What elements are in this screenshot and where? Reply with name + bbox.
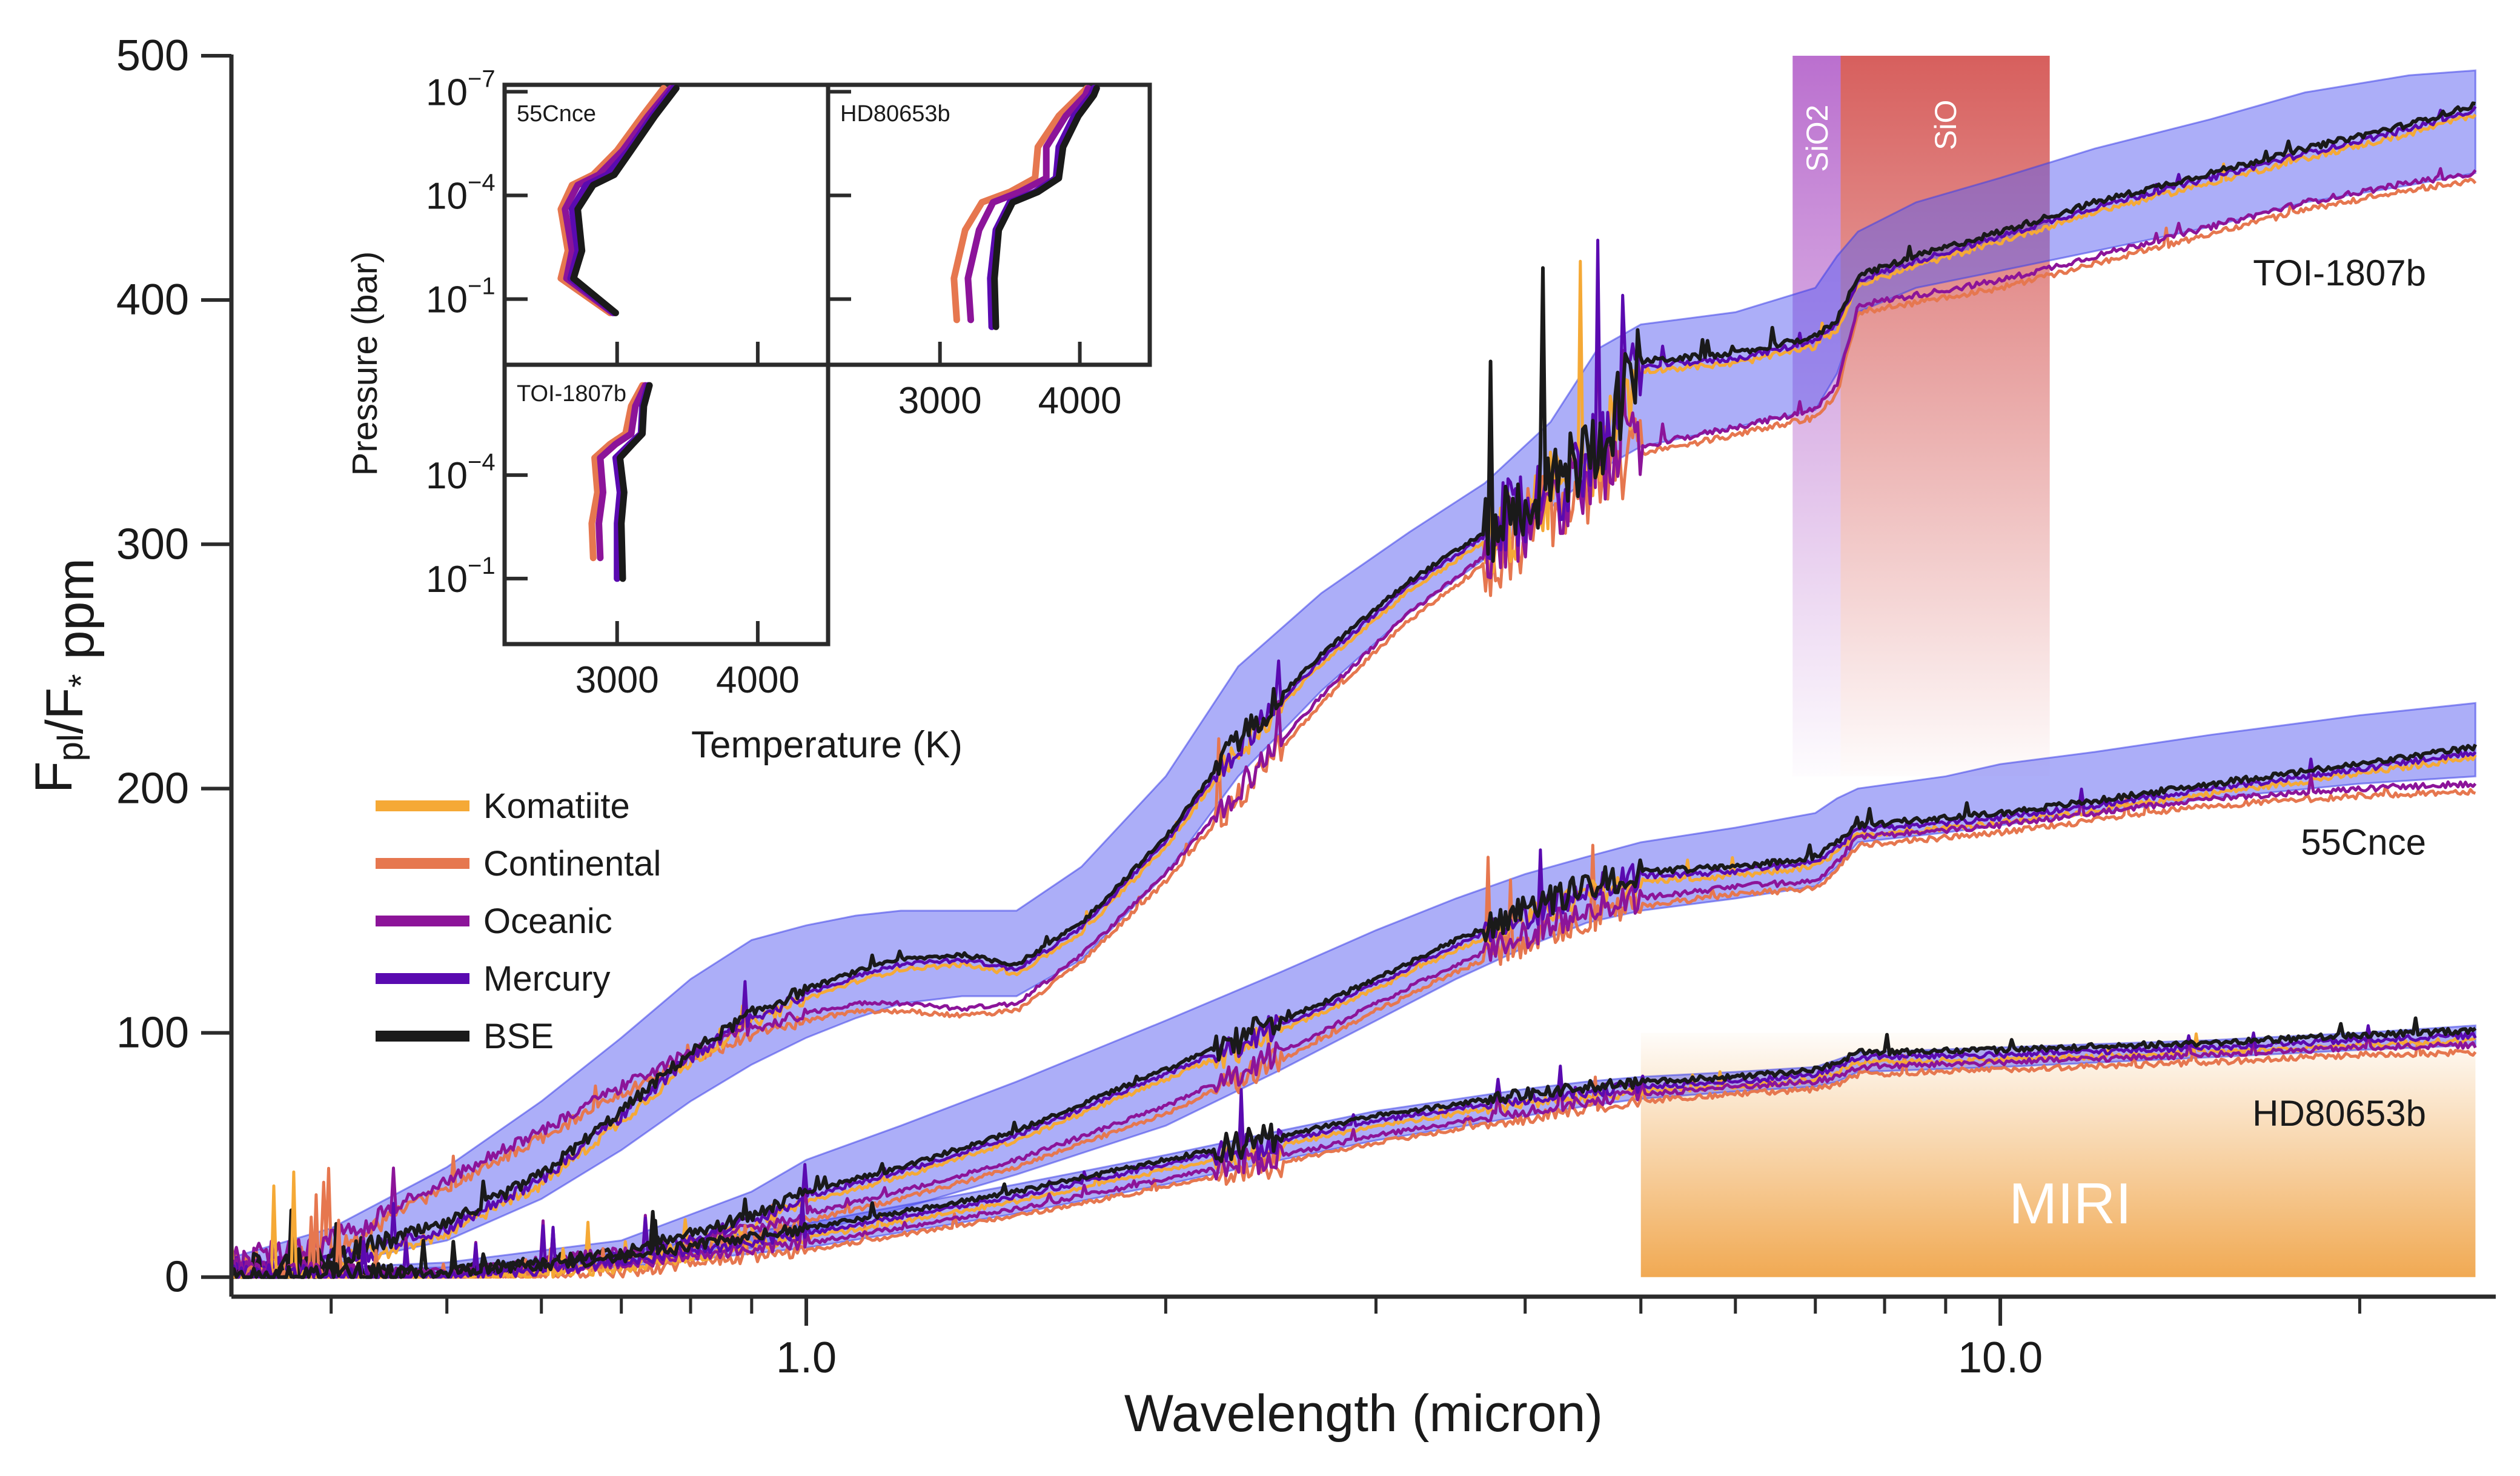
legend-label-oceanic: Oceanic [483, 902, 612, 941]
y-tick-label: 200 [116, 764, 189, 813]
line-HD80653b-mercury [231, 1024, 2477, 1279]
planet-label-HD80653b: HD80653b [2252, 1093, 2426, 1134]
y-label-subscript: pl [51, 734, 90, 761]
y-axis-label: Fpl/F* ppm [25, 558, 105, 793]
line-HD80653b-bse [231, 1016, 2477, 1279]
inset-y-tick-exp: −4 [468, 170, 496, 196]
line-TOI-1807b-bse [231, 101, 2476, 1279]
planet-label-55Cncene: 55Cnce [2301, 822, 2426, 862]
inset-y-tick-exp: −1 [468, 553, 496, 579]
inset-profile-oceanic [595, 382, 649, 562]
y-tick-label: 0 [165, 1253, 189, 1301]
line-55Cncene-bse [231, 743, 2478, 1279]
legend-label-mercury: Mercury [483, 959, 610, 999]
inset-profile-oceanic [964, 85, 1092, 324]
y-tick-label: 300 [116, 520, 189, 568]
y-tick-label: 100 [116, 1009, 189, 1057]
inset-profile-oceanic [562, 85, 674, 316]
region-sio [1840, 56, 2050, 777]
inset-profile-continental [588, 382, 646, 562]
y-tick-label: 400 [116, 276, 189, 324]
inset-y-tick-exp: −1 [468, 273, 496, 300]
inset-y-tick-base: 10 [426, 559, 468, 600]
x-tick-label: 1.0 [776, 1334, 837, 1382]
band-TOI-1807b [231, 69, 2476, 1274]
line-HD80653b-continental [231, 1038, 2477, 1279]
inset-y-tick-label: 10−7 [426, 65, 496, 113]
inset-y-tick-label: 10−1 [426, 553, 496, 600]
shaded-regions: MIRI SiO2 SiO [1640, 56, 2476, 1277]
line-HD80653b-oceanic [231, 1031, 2477, 1279]
inset-profile-continental [950, 85, 1090, 324]
inset-x-axis-label: Temperature (K) [691, 724, 963, 766]
inset-y-tick-base: 10 [426, 455, 468, 497]
inset-y-tick-exp: −4 [468, 449, 496, 476]
inset-panel-HD80653b: HD80653b 3000 4000 [826, 82, 1152, 422]
inset-panel-frame [502, 82, 831, 367]
y-label-part: F [25, 761, 83, 793]
inset-y-axis-label: Pressure (bar) [345, 251, 385, 476]
inset-y-tick-exp: −7 [468, 65, 496, 92]
planet-label-TOI-1807b: TOI-1807b [2253, 253, 2426, 293]
inset-y-tick-label: 10−4 [426, 170, 496, 218]
legend-label-bse: BSE [483, 1017, 554, 1056]
y-label-part: /F [36, 688, 94, 734]
inset-y-tick-base: 10 [426, 71, 468, 113]
inset-y-tick-label: 10−1 [426, 273, 496, 321]
line-TOI-1807b-oceanic [231, 167, 2477, 1279]
inset-profile-continental [557, 85, 667, 316]
inset-x-tick-label: 3000 [575, 659, 659, 701]
inset-x-tick-label: 4000 [1038, 380, 1122, 422]
inset-panel-title: 55Cnce [517, 101, 596, 127]
inset-x-tick-label: 3000 [898, 380, 982, 422]
inset-profile-bse [570, 85, 680, 316]
y-tick-label: 500 [116, 32, 189, 80]
y-label-subscript: * [62, 674, 101, 688]
inset-profile-bse [991, 85, 1100, 330]
inset-y-tick-base: 10 [426, 279, 468, 321]
legend-label-continental: Continental [483, 844, 661, 883]
y-label-part: ppm [47, 558, 105, 674]
inset-panel-title: TOI-1807b [517, 381, 626, 407]
inset-panel-title: HD80653b [840, 101, 950, 127]
spectrum-lines [231, 101, 2478, 1279]
region-label-sio2: SiO2 [1800, 105, 1834, 172]
line-TOI-1807b-continental [231, 177, 2477, 1279]
legend: Komatiite Continental Oceanic Mercury BSE [376, 786, 661, 1056]
planet-labels: TOI-1807b 55Cnce HD80653b [2252, 253, 2426, 1134]
x-tick-label: 10.0 [1958, 1334, 2043, 1382]
region-label-sio: SiO [1929, 100, 1963, 150]
inset-x-tick-label: 4000 [716, 659, 800, 701]
main-axes: 0 100 200 300 400 500 1.0 10.0 Wavelength (micro… [25, 32, 2496, 1443]
inset-y-tick-base: 10 [426, 176, 468, 218]
inset-panel-frame [502, 362, 831, 647]
inset-profile-bse [616, 382, 653, 582]
region-label-miri: MIRI [2009, 1171, 2132, 1236]
line-TOI-1807b-mercury [231, 105, 2477, 1279]
legend-label-komatiite: Komatiite [483, 786, 630, 826]
x-axis-label: Wavelength (micron) [1124, 1385, 1603, 1443]
inset-y-tick-label: 10−4 [426, 449, 496, 497]
